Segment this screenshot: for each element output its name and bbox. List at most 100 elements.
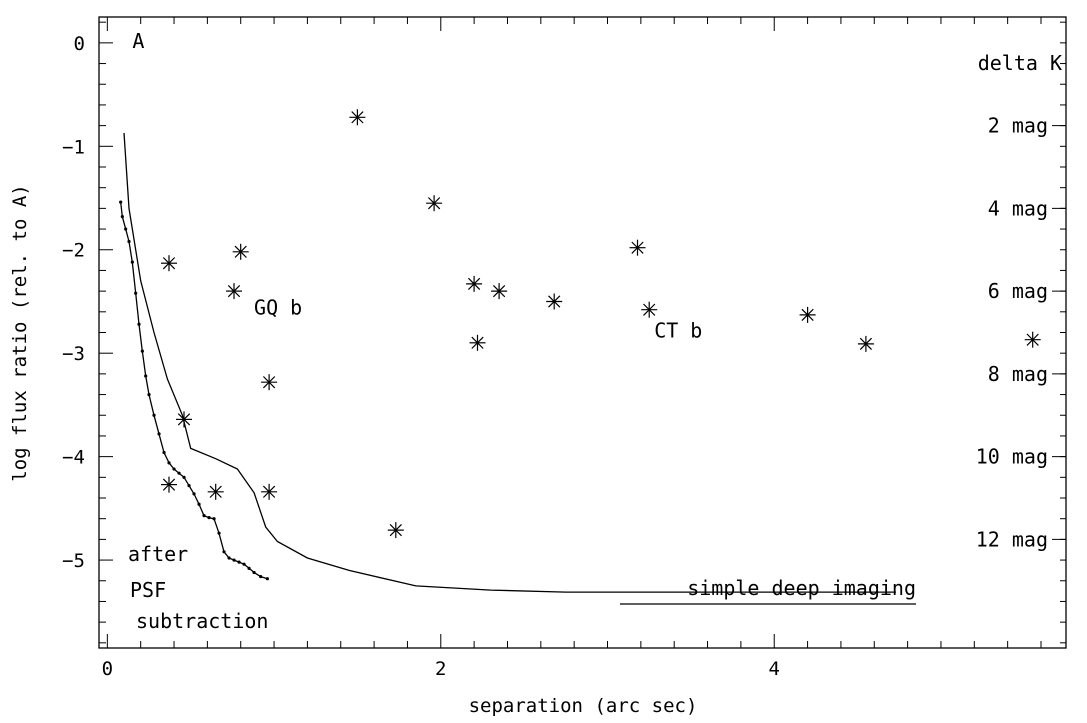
asterisk-stroke — [471, 336, 484, 349]
psf-curve-marker — [252, 570, 256, 575]
asterisk-stroke — [859, 337, 873, 351]
delta-k-label: 12 mag — [976, 527, 1048, 551]
psf-curve-marker — [237, 560, 241, 564]
companion-point — [232, 243, 249, 260]
asterisk-stroke — [427, 197, 441, 210]
deep-imaging-label: simple deep imaging — [687, 576, 916, 600]
psf-curve-marker — [157, 432, 161, 436]
plot-frame — [98, 16, 1067, 649]
psf-curve-marker — [197, 502, 201, 506]
psf-curve-marker — [140, 349, 144, 353]
delta-k-label: 6 mag — [988, 279, 1048, 303]
companion-point — [641, 301, 658, 318]
psf-curve-marker — [127, 239, 131, 244]
psf-curve-marker — [152, 413, 156, 417]
psf-curve-marker — [192, 492, 196, 496]
companion-point — [857, 335, 874, 352]
asterisk-stroke — [209, 485, 222, 498]
asterisk-stroke — [162, 478, 176, 491]
psf-curve-marker — [247, 566, 251, 570]
y-tick-label: −1 — [62, 136, 85, 158]
psf-curve-marker — [130, 260, 134, 264]
y-tick-label: −2 — [62, 240, 85, 262]
companion-point — [466, 275, 483, 292]
psf-curve-marker — [147, 392, 151, 397]
companion-point — [387, 522, 404, 539]
deep-imaging-curve — [123, 132, 896, 593]
annotation-label: CT b — [654, 318, 702, 342]
companion-point — [629, 239, 646, 256]
psf-curve-marker — [265, 577, 269, 581]
tick-labels: 0 2 4 0 −1 −2 −3 −4 −5 — [62, 33, 780, 680]
companion-point — [799, 306, 816, 323]
companion-point — [349, 109, 366, 126]
psf-curve-marker — [124, 227, 128, 231]
x-axis-title: separation (arc sec) — [469, 695, 698, 717]
asterisk-stroke — [467, 277, 481, 291]
asterisk-stroke — [162, 257, 176, 270]
companion-point — [426, 195, 443, 212]
x-tick-label: 4 — [769, 658, 780, 680]
psf-curve-marker — [137, 322, 141, 326]
companion-point — [469, 334, 486, 351]
limit-curves — [119, 132, 916, 605]
companion-points — [161, 109, 1041, 539]
deep-imaging-text: simple deep imaging — [687, 576, 916, 600]
y-tick-label: −4 — [62, 447, 85, 469]
psf-curve-marker — [119, 200, 123, 204]
delta-k-label: 4 mag — [988, 196, 1048, 220]
companion-point — [261, 374, 278, 391]
annotation-label: GQ b — [254, 296, 302, 320]
y-tick-label: −5 — [62, 550, 85, 572]
companion-point — [546, 293, 563, 310]
delta-k-label: 10 mag — [976, 445, 1048, 469]
asterisk-stroke — [262, 485, 276, 498]
annotations: A GQ b CT b — [132, 29, 702, 343]
psf-curve-marker — [242, 562, 246, 566]
companion-point — [226, 283, 242, 300]
psf-curve-marker — [172, 467, 176, 471]
annotation-label: A — [132, 29, 144, 53]
companion-point — [261, 483, 278, 500]
psf-subtraction-curve — [120, 202, 268, 580]
y-axis-title: log flux ratio (rel. to A) — [9, 184, 31, 481]
asterisk-stroke — [227, 284, 241, 298]
asterisk-stroke — [801, 308, 814, 322]
psf-curve-marker — [144, 374, 148, 378]
asterisk-stroke — [351, 111, 364, 124]
companion-point — [207, 483, 224, 500]
psf-curve-marker — [207, 516, 211, 520]
psf-curve-marker — [232, 558, 236, 562]
asterisk-stroke — [631, 241, 644, 254]
asterisk-stroke — [1026, 333, 1039, 346]
psf-curve-marker — [212, 517, 216, 521]
asterisk-stroke — [389, 523, 402, 537]
companion-point — [176, 411, 192, 428]
asterisk-stroke — [262, 376, 276, 389]
psf-curve-marker — [120, 215, 124, 219]
x-tick-label: 0 — [102, 658, 113, 680]
psf-label-line-2: PSF — [130, 578, 166, 602]
delta-k-label: 8 mag — [988, 362, 1048, 386]
asterisk-stroke — [643, 303, 656, 316]
y-tick-label: −3 — [62, 343, 85, 365]
asterisk-stroke — [234, 245, 247, 258]
asterisk-stroke — [548, 295, 561, 308]
psf-curve-marker — [259, 575, 263, 579]
x-tick-label: 2 — [435, 658, 446, 680]
delta-k-scale: delta K 2 mag 4 mag 6 mag 8 mag 10 mag 12 mag — [976, 51, 1062, 551]
tick-marks — [99, 17, 1066, 648]
psf-curve-marker — [202, 513, 206, 518]
asterisk-stroke — [492, 284, 506, 298]
psf-curve-marker — [222, 550, 226, 554]
companion-point — [491, 283, 508, 300]
delta-k-label: 2 mag — [988, 114, 1048, 138]
psf-label: after PSF subtraction — [128, 542, 268, 633]
psf-curve-marker — [177, 471, 181, 475]
psf-label-line-3: subtraction — [136, 609, 268, 633]
companion-point — [161, 476, 177, 493]
delta-k-title: delta K — [978, 51, 1062, 75]
companion-point — [1024, 331, 1041, 348]
psf-curve-marker — [182, 475, 186, 479]
